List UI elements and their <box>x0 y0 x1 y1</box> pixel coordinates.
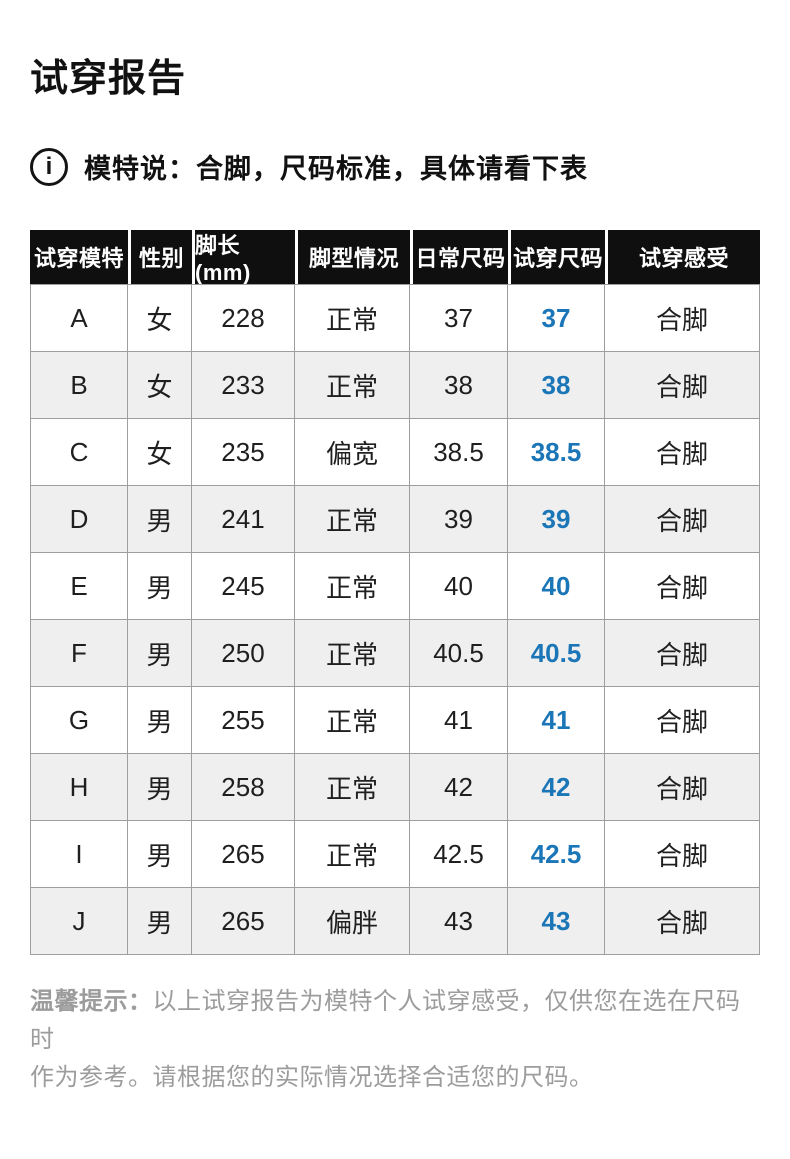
cell-gender: 男 <box>128 753 192 820</box>
model-comment-row: i 模特说：合脚，尺码标准，具体请看下表 <box>30 147 760 186</box>
cell-feeling: 合脚 <box>605 552 760 619</box>
cell-foot-length: 245 <box>192 552 295 619</box>
cell-tried-size: 43 <box>508 887 605 954</box>
cell-feeling: 合脚 <box>605 887 760 954</box>
cell-tried-size: 42.5 <box>508 820 605 887</box>
column-header-tried-size: 试穿尺码 <box>508 230 605 284</box>
cell-gender: 男 <box>128 820 192 887</box>
cell-usual-size: 39 <box>410 485 508 552</box>
cell-model: H <box>30 753 128 820</box>
cell-foot-length: 265 <box>192 820 295 887</box>
column-header-foot-type: 脚型情况 <box>295 230 410 284</box>
cell-tried-size: 38.5 <box>508 418 605 485</box>
model-comment-text: 模特说：合脚，尺码标准，具体请看下表 <box>84 154 588 184</box>
cell-foot-length: 235 <box>192 418 295 485</box>
cell-usual-size: 38 <box>410 351 508 418</box>
cell-foot-type: 正常 <box>295 351 410 418</box>
cell-foot-length: 228 <box>192 284 295 351</box>
cell-model: D <box>30 485 128 552</box>
cell-gender: 男 <box>128 686 192 753</box>
cell-feeling: 合脚 <box>605 418 760 485</box>
page-title: 试穿报告 <box>30 58 187 100</box>
cell-foot-type: 正常 <box>295 552 410 619</box>
cell-gender: 男 <box>128 619 192 686</box>
column-header-feeling: 试穿感受 <box>605 230 760 284</box>
cell-tried-size: 41 <box>508 686 605 753</box>
cell-foot-type: 偏胖 <box>295 887 410 954</box>
warm-tip-line1: 以上试穿报告为模特个人试穿感受，仅供您在选在尺码时 <box>30 988 741 1053</box>
cell-foot-length: 255 <box>192 686 295 753</box>
cell-tried-size: 42 <box>508 753 605 820</box>
cell-foot-length: 233 <box>192 351 295 418</box>
cell-feeling: 合脚 <box>605 686 760 753</box>
column-header-usual-size: 日常尺码 <box>410 230 508 284</box>
cell-model: E <box>30 552 128 619</box>
cell-gender: 男 <box>128 887 192 954</box>
cell-gender: 女 <box>128 284 192 351</box>
cell-tried-size: 40 <box>508 552 605 619</box>
fit-report-page: 试穿报告 i 模特说：合脚，尺码标准，具体请看下表 试穿模特 性别 脚长(mm)… <box>0 57 790 1159</box>
cell-usual-size: 42 <box>410 753 508 820</box>
cell-tried-size: 37 <box>508 284 605 351</box>
cell-feeling: 合脚 <box>605 820 760 887</box>
cell-usual-size: 41 <box>410 686 508 753</box>
cell-model: A <box>30 284 128 351</box>
cell-model: C <box>30 418 128 485</box>
cell-model: J <box>30 887 128 954</box>
cell-model: F <box>30 619 128 686</box>
cell-gender: 男 <box>128 485 192 552</box>
cell-foot-length: 265 <box>192 887 295 954</box>
cell-feeling: 合脚 <box>605 284 760 351</box>
cell-tried-size: 40.5 <box>508 619 605 686</box>
cell-foot-length: 241 <box>192 485 295 552</box>
column-header-model: 试穿模特 <box>30 230 128 284</box>
cell-gender: 女 <box>128 418 192 485</box>
info-icon: i <box>30 147 68 186</box>
cell-foot-type: 正常 <box>295 485 410 552</box>
cell-usual-size: 37 <box>410 284 508 351</box>
cell-foot-type: 正常 <box>295 753 410 820</box>
cell-feeling: 合脚 <box>605 619 760 686</box>
column-header-gender: 性别 <box>128 230 192 284</box>
cell-usual-size: 42.5 <box>410 820 508 887</box>
cell-feeling: 合脚 <box>605 351 760 418</box>
cell-foot-type: 正常 <box>295 619 410 686</box>
cell-model: B <box>30 351 128 418</box>
cell-model: G <box>30 686 128 753</box>
cell-foot-type: 偏宽 <box>295 418 410 485</box>
cell-usual-size: 40 <box>410 552 508 619</box>
cell-model: I <box>30 820 128 887</box>
cell-usual-size: 40.5 <box>410 619 508 686</box>
fit-report-table: 试穿模特 性别 脚长(mm) 脚型情况 日常尺码 试穿尺码 试穿感受 A 女 2… <box>30 230 760 955</box>
warm-tip-line2: 作为参考。请根据您的实际情况选择合适您的尺码。 <box>30 1064 594 1091</box>
warm-tip-note: 温馨提示：以上试穿报告为模特个人试穿感受，仅供您在选在尺码时 作为参考。请根据您… <box>30 983 760 1097</box>
cell-usual-size: 43 <box>410 887 508 954</box>
warm-tip-prefix: 温馨提示： <box>30 988 153 1015</box>
cell-foot-type: 正常 <box>295 284 410 351</box>
cell-foot-length: 250 <box>192 619 295 686</box>
cell-gender: 男 <box>128 552 192 619</box>
cell-feeling: 合脚 <box>605 753 760 820</box>
cell-usual-size: 38.5 <box>410 418 508 485</box>
cell-foot-type: 正常 <box>295 686 410 753</box>
cell-foot-type: 正常 <box>295 820 410 887</box>
column-header-foot-length: 脚长(mm) <box>192 230 295 285</box>
cell-tried-size: 39 <box>508 485 605 552</box>
cell-feeling: 合脚 <box>605 485 760 552</box>
cell-tried-size: 38 <box>508 351 605 418</box>
cell-gender: 女 <box>128 351 192 418</box>
cell-foot-length: 258 <box>192 753 295 820</box>
